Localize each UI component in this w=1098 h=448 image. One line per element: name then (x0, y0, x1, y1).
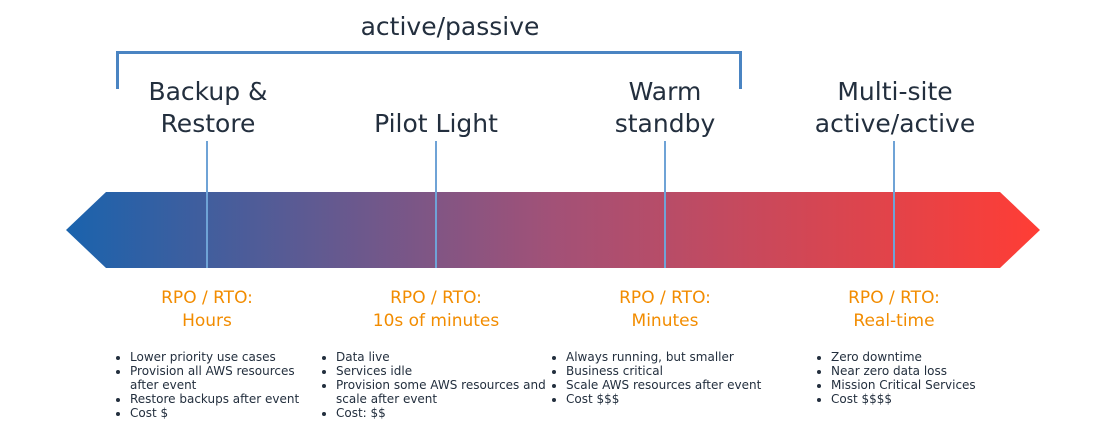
rpo-label: RPO / RTO: (848, 288, 940, 308)
bracket-label: active/passive (360, 12, 540, 41)
strategy-pilot-light-title: Pilot Light (336, 108, 536, 140)
list-item: Services idle (336, 364, 546, 378)
rpo-value: Minutes (631, 311, 699, 331)
strategy-warm-standby-title: Warm standby (565, 76, 765, 140)
strategy-backup-restore-rpo: RPO / RTO: Hours (107, 287, 307, 333)
strategy-backup-restore-title: Backup & Restore (108, 76, 308, 140)
strategy-multi-site-bullets: Zero downtime Near zero data loss Missio… (817, 350, 1031, 406)
bracket-left-leg (116, 51, 119, 89)
strategy-title-line1: Warm (628, 77, 702, 106)
strategy-multi-site-tick (893, 141, 895, 268)
rpo-label: RPO / RTO: (390, 288, 482, 308)
list-item: Restore backups after event (130, 392, 320, 406)
list-item: Provision some AWS resources and scale a… (336, 378, 546, 406)
list-item: Always running, but smaller (566, 350, 796, 364)
list-item: Provision all AWS resources after event (130, 364, 320, 392)
strategy-multi-site-rpo: RPO / RTO: Real-time (794, 287, 994, 333)
strategy-warm-standby-bullets: Always running, but smaller Business cri… (552, 350, 796, 406)
list-item: Cost $$$ (566, 392, 796, 406)
strategy-warm-standby-tick (664, 141, 666, 268)
strategy-multi-site-title: Multi-site active/active (790, 76, 1000, 140)
list-item: Cost: $$ (336, 406, 546, 420)
strategy-title-line2: Restore (160, 109, 256, 138)
list-item: Zero downtime (831, 350, 1031, 364)
list-item: Mission Critical Services (831, 378, 1031, 392)
rpo-value: Hours (182, 311, 232, 331)
rpo-value: 10s of minutes (372, 311, 500, 331)
list-item: Lower priority use cases (130, 350, 320, 364)
rpo-label: RPO / RTO: (619, 288, 711, 308)
strategy-pilot-light-bullets: Data live Services idle Provision some A… (322, 350, 546, 420)
strategy-backup-restore-bullets: Lower priority use cases Provision all A… (116, 350, 320, 420)
strategy-warm-standby-rpo: RPO / RTO: Minutes (565, 287, 765, 333)
strategy-pilot-light-rpo: RPO / RTO: 10s of minutes (336, 287, 536, 333)
list-item: Cost $ (130, 406, 320, 420)
list-item: Data live (336, 350, 546, 364)
strategy-backup-restore-tick (206, 141, 208, 268)
rpo-value: Real-time (853, 311, 935, 331)
strategy-title-line2: active/active (814, 109, 976, 138)
list-item: Near zero data loss (831, 364, 1031, 378)
list-item: Business critical (566, 364, 796, 378)
rpo-label: RPO / RTO: (161, 288, 253, 308)
list-item: Scale AWS resources after event (566, 378, 796, 392)
strategy-title-line1: Pilot Light (374, 109, 498, 138)
bracket-top-line (116, 51, 742, 54)
list-item: Cost $$$$ (831, 392, 1031, 406)
strategy-pilot-light-tick (435, 141, 437, 268)
bracket-right-leg (739, 51, 742, 89)
strategy-title-line2: standby (614, 109, 716, 138)
strategy-title-line1: Multi-site (837, 77, 953, 106)
strategy-title-line1: Backup & (148, 77, 268, 106)
